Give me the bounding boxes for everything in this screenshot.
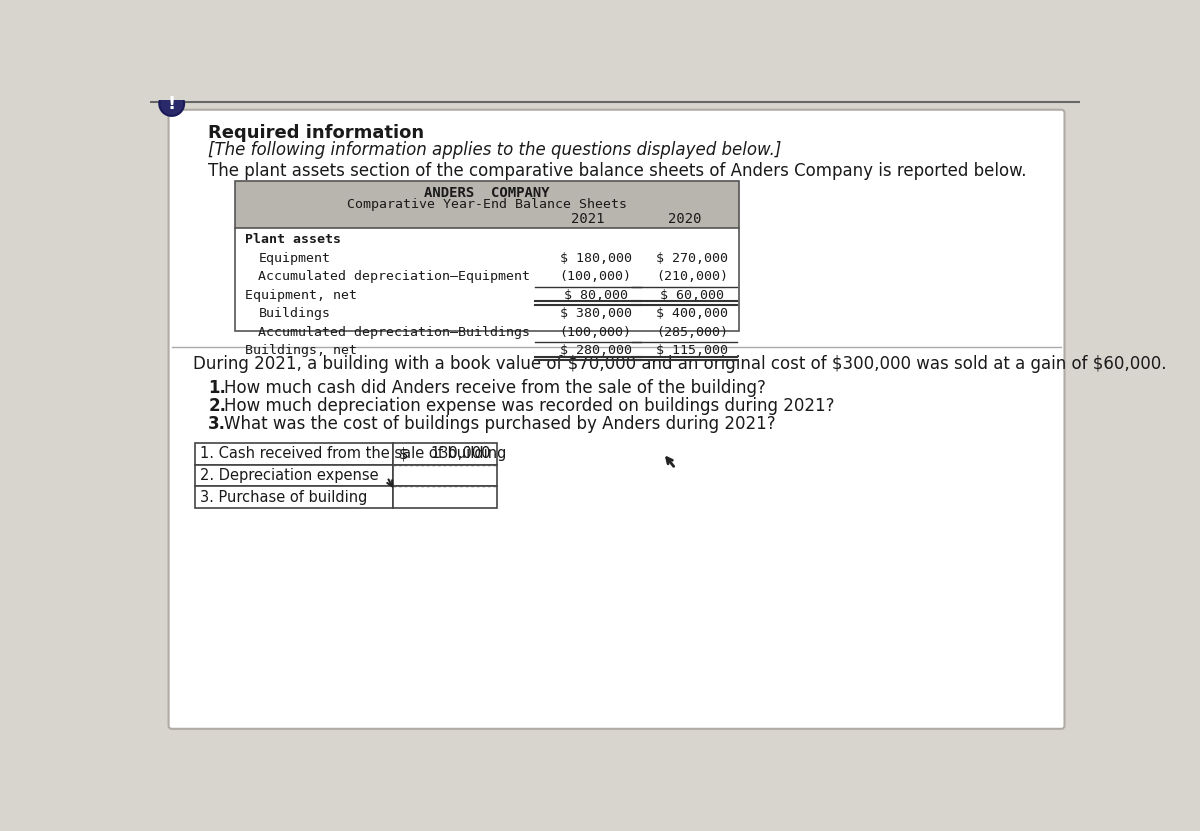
Text: Equipment: Equipment <box>258 252 330 265</box>
Text: $ 80,000: $ 80,000 <box>564 289 628 302</box>
Bar <box>235 181 739 332</box>
Text: !: ! <box>168 95 175 112</box>
Text: Plant assets: Plant assets <box>245 234 341 246</box>
Text: How much depreciation expense was recorded on buildings during 2021?: How much depreciation expense was record… <box>223 397 834 415</box>
Text: $ 380,000: $ 380,000 <box>559 307 631 320</box>
Text: 2.: 2. <box>208 397 226 415</box>
Text: Comparative Year-End Balance Sheets: Comparative Year-End Balance Sheets <box>347 199 628 211</box>
Text: 130,000: 130,000 <box>431 446 491 461</box>
Text: Required information: Required information <box>208 124 425 141</box>
Text: How much cash did Anders receive from the sale of the building?: How much cash did Anders receive from th… <box>223 379 766 397</box>
Bar <box>194 465 392 486</box>
Text: $ 115,000: $ 115,000 <box>656 344 728 357</box>
Text: Buildings: Buildings <box>258 307 330 320</box>
Text: During 2021, a building with a book value of $70,000 and an original cost of $30: During 2021, a building with a book valu… <box>193 355 1166 372</box>
Circle shape <box>160 91 184 116</box>
Text: 1. Cash received from the sale of building: 1. Cash received from the sale of buildi… <box>200 446 506 461</box>
FancyBboxPatch shape <box>168 110 1064 729</box>
Text: $ 400,000: $ 400,000 <box>656 307 728 320</box>
Text: Accumulated depreciation–Equipment: Accumulated depreciation–Equipment <box>258 270 530 283</box>
Text: Buildings, net: Buildings, net <box>245 344 356 357</box>
Bar <box>194 443 392 465</box>
Bar <box>392 443 497 465</box>
Text: $ 280,000: $ 280,000 <box>559 344 631 357</box>
Text: $: $ <box>398 446 408 461</box>
Text: (285,000): (285,000) <box>656 326 728 339</box>
Text: 2021: 2021 <box>571 212 605 226</box>
Text: (210,000): (210,000) <box>656 270 728 283</box>
Text: $ 270,000: $ 270,000 <box>656 252 728 265</box>
Text: ANDERS  COMPANY: ANDERS COMPANY <box>425 186 550 200</box>
Bar <box>392 486 497 508</box>
Text: 2020: 2020 <box>668 212 702 226</box>
Text: The plant assets section of the comparative balance sheets of Anders Company is : The plant assets section of the comparat… <box>208 162 1027 180</box>
Text: [The following information applies to the questions displayed below.]: [The following information applies to th… <box>208 140 781 159</box>
Text: (100,000): (100,000) <box>559 270 631 283</box>
Bar <box>194 486 392 508</box>
Text: $ 60,000: $ 60,000 <box>660 289 725 302</box>
Text: $ 180,000: $ 180,000 <box>559 252 631 265</box>
Text: What was the cost of buildings purchased by Anders during 2021?: What was the cost of buildings purchased… <box>223 415 775 433</box>
Bar <box>392 465 497 486</box>
Text: 2. Depreciation expense: 2. Depreciation expense <box>200 468 379 483</box>
Bar <box>235 181 739 228</box>
Text: 3.: 3. <box>208 415 226 433</box>
Text: Equipment, net: Equipment, net <box>245 289 356 302</box>
Text: (100,000): (100,000) <box>559 326 631 339</box>
Text: 1.: 1. <box>208 379 226 397</box>
Text: 3. Purchase of building: 3. Purchase of building <box>200 489 367 504</box>
Text: Accumulated depreciation–Buildings: Accumulated depreciation–Buildings <box>258 326 530 339</box>
